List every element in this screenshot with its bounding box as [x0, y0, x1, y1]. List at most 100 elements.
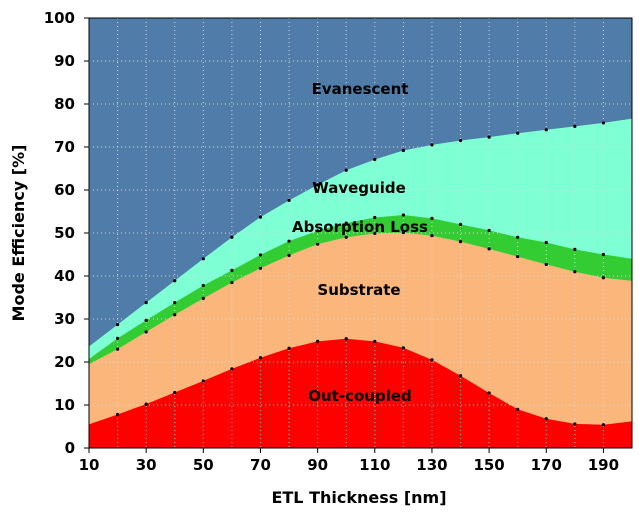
data-point [458, 240, 463, 244]
data-point [601, 252, 606, 257]
region-label-evanescent: Evanescent [312, 80, 409, 98]
data-point [316, 183, 320, 187]
data-point [601, 121, 606, 125]
y-tick-label: 80 [54, 95, 75, 113]
data-point [430, 233, 434, 238]
data-point [487, 228, 491, 233]
x-tick-label: 30 [136, 456, 157, 474]
area-out-coupled [89, 338, 632, 448]
data-point [573, 270, 577, 274]
data-point [601, 423, 606, 427]
x-tick-label: 170 [531, 456, 562, 474]
x-tick-label: 50 [193, 456, 214, 474]
data-point [544, 417, 548, 421]
data-point [373, 231, 377, 236]
data-point [601, 276, 606, 280]
data-point [173, 390, 177, 395]
data-point [516, 131, 520, 135]
data-point [115, 322, 120, 327]
y-tick-label: 0 [65, 439, 75, 457]
data-point [544, 262, 548, 266]
data-point [516, 255, 520, 259]
boundary-markers [115, 121, 606, 427]
x-tick-label: 90 [307, 456, 328, 474]
data-point [373, 157, 377, 162]
data-point [487, 247, 491, 251]
data-point [287, 198, 291, 202]
data-point [487, 391, 491, 395]
data-point [344, 235, 348, 239]
x-tick-label: 10 [79, 456, 100, 474]
data-point [344, 221, 348, 225]
data-point [201, 257, 205, 261]
data-point [258, 215, 263, 219]
data-point [430, 216, 434, 220]
data-point [573, 124, 577, 128]
data-point [544, 240, 548, 245]
data-point [201, 379, 205, 383]
x-axis-title: ETL Thickness [nm] [271, 488, 446, 507]
data-point [344, 168, 348, 172]
data-point [287, 253, 291, 257]
data-point [230, 235, 234, 239]
data-point [144, 402, 148, 406]
data-point [201, 296, 205, 300]
data-point [458, 222, 463, 226]
data-point [316, 339, 320, 343]
stacked-areas [89, 18, 632, 449]
data-point [258, 253, 263, 257]
data-point [201, 283, 205, 288]
data-point [316, 242, 320, 246]
data-point [458, 374, 463, 378]
data-point [173, 301, 177, 305]
data-point [401, 346, 405, 350]
region-label-substrate: Substrate [317, 281, 400, 299]
data-point [401, 213, 405, 217]
y-tick-label: 20 [54, 353, 75, 371]
y-tick-label: 10 [54, 396, 75, 414]
data-point [115, 412, 120, 417]
data-point [458, 138, 463, 143]
data-point [516, 407, 520, 411]
y-tick-label: 70 [54, 138, 75, 156]
x-tick-label: 190 [588, 456, 619, 474]
grid-lines [89, 18, 632, 448]
data-point [287, 346, 291, 350]
data-point [401, 148, 405, 153]
y-tick-label: 60 [54, 181, 75, 199]
region-label-waveguide: Waveguide [312, 179, 406, 197]
data-point [230, 280, 234, 285]
x-tick-label: 70 [250, 456, 271, 474]
y-tick-label: 40 [54, 267, 75, 285]
data-point [230, 367, 234, 371]
data-point [373, 215, 377, 220]
data-point [430, 143, 434, 147]
data-point [487, 135, 491, 139]
data-point [144, 301, 148, 305]
data-point [258, 266, 263, 270]
data-point [573, 422, 577, 426]
data-point [115, 336, 120, 340]
y-tick-label: 100 [44, 9, 75, 27]
x-tick-label: 110 [359, 456, 390, 474]
data-point [373, 339, 377, 343]
data-point [144, 330, 148, 334]
data-point [544, 128, 548, 132]
y-axis-title: Mode Efficiency [%] [9, 145, 28, 322]
data-point [258, 356, 263, 360]
data-point [144, 318, 148, 322]
data-point [401, 230, 405, 235]
x-tick-label: 130 [416, 456, 447, 474]
data-point [516, 235, 520, 239]
data-point [430, 358, 434, 362]
data-point [230, 268, 234, 273]
y-tick-label: 50 [54, 224, 75, 242]
data-point [115, 347, 120, 351]
data-point [173, 313, 177, 317]
y-tick-label: 90 [54, 52, 75, 70]
region-label-absorption-loss: Absorption Loss [292, 218, 428, 236]
data-point [573, 247, 577, 251]
x-tick-label: 150 [473, 456, 504, 474]
